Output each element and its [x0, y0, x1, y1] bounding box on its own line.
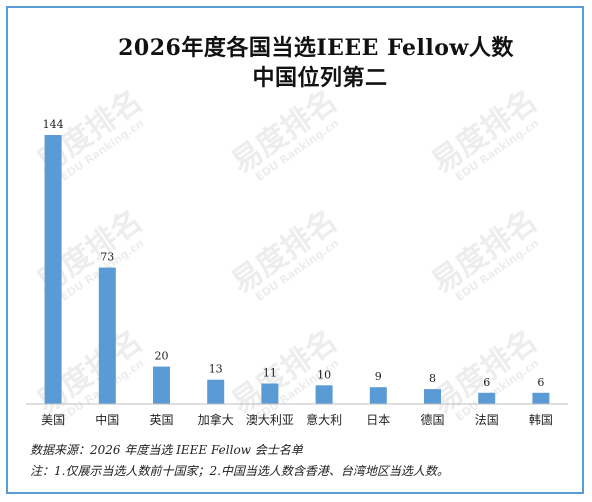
bar-2: [153, 366, 170, 404]
x-tick-label-9: 韩国: [529, 412, 553, 427]
x-tick-label-1: 中国: [95, 412, 119, 427]
chart-subtitle: 中国位列第二: [252, 65, 388, 91]
data-label-2: 20: [155, 350, 169, 363]
data-label-3: 13: [209, 363, 223, 376]
bar-9: [532, 392, 550, 404]
chart-title: 2026年度各国当选IEEE Fellow人数: [118, 35, 514, 61]
bar-0: [44, 135, 62, 404]
chart-frame: [6, 6, 584, 494]
bar-1: [98, 267, 116, 404]
x-tick-label-4: 澳大利亚: [246, 413, 294, 427]
bar-7: [424, 389, 441, 404]
x-tick-label-3: 加拿大: [198, 412, 234, 427]
data-label-8: 6: [483, 376, 490, 389]
data-label-5: 10: [317, 368, 331, 381]
bar-6: [369, 387, 387, 404]
bar-8: [478, 392, 496, 404]
data-label-4: 11: [263, 367, 277, 380]
x-tick-label-2: 英国: [149, 413, 173, 427]
data-label-1: 73: [100, 251, 114, 264]
data-label-0: 144: [43, 118, 64, 131]
data-label-7: 8: [429, 372, 436, 385]
data-label-6: 9: [375, 370, 382, 383]
data-label-9: 6: [537, 376, 544, 389]
source-note: 数据来源：2026 年度当选 IEEE Fellow 会士名单: [30, 443, 303, 457]
bar-3: [207, 379, 225, 404]
x-tick-label-7: 德国: [420, 412, 444, 427]
bar-5: [315, 385, 333, 404]
footnote: 注：1.仅展示当选人数前十国家；2.中国当选人数含香港、台湾地区当选人数。: [30, 464, 449, 478]
x-tick-label-8: 法国: [475, 413, 499, 427]
x-tick-label-0: 美国: [41, 413, 65, 427]
x-tick-label-5: 意大利: [306, 412, 342, 427]
bar-4: [261, 383, 279, 404]
x-tick-label-6: 日本: [366, 413, 390, 427]
